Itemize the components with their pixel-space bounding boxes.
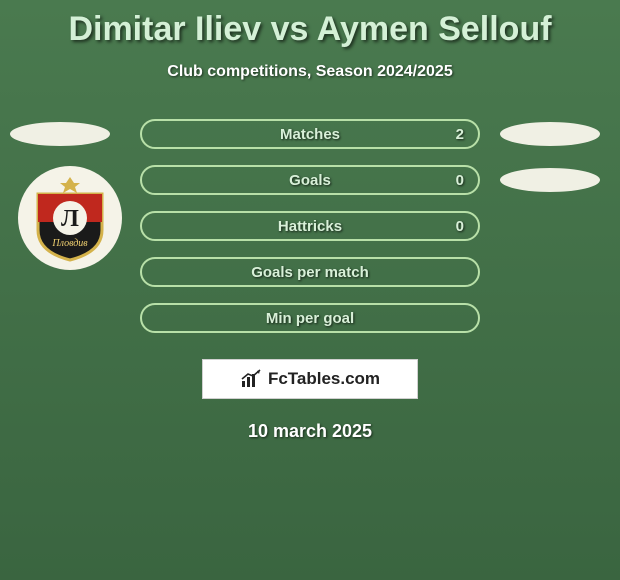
club-badge: Л Пловдив	[18, 166, 122, 270]
branding-box: FcTables.com	[202, 359, 418, 399]
stat-row: Min per goal	[0, 295, 620, 341]
svg-text:Л: Л	[61, 206, 79, 232]
stat-label: Min per goal	[266, 310, 354, 327]
right-marker	[500, 168, 600, 192]
date-text: 10 march 2025	[0, 421, 620, 442]
right-marker	[500, 122, 600, 146]
stat-value: 2	[456, 126, 464, 143]
branding-text: FcTables.com	[268, 369, 380, 389]
stat-pill: Hattricks 0	[140, 211, 480, 241]
stat-label: Goals per match	[251, 264, 369, 281]
subtitle: Club competitions, Season 2024/2025	[0, 63, 620, 81]
chart-icon	[240, 369, 262, 389]
stat-pill: Goals per match	[140, 257, 480, 287]
stat-value: 0	[456, 172, 464, 189]
left-marker	[10, 122, 110, 146]
stat-label: Goals	[289, 172, 331, 189]
stat-row: Matches 2	[0, 111, 620, 157]
stat-pill: Min per goal	[140, 303, 480, 333]
stat-label: Hattricks	[278, 218, 342, 235]
stat-value: 0	[456, 218, 464, 235]
svg-text:Пловдив: Пловдив	[51, 238, 88, 249]
stat-pill: Matches 2	[140, 119, 480, 149]
club-crest-icon: Л Пловдив	[30, 174, 110, 262]
stat-label: Matches	[280, 126, 340, 143]
stat-pill: Goals 0	[140, 165, 480, 195]
page-title: Dimitar Iliev vs Aymen Sellouf	[0, 0, 620, 49]
